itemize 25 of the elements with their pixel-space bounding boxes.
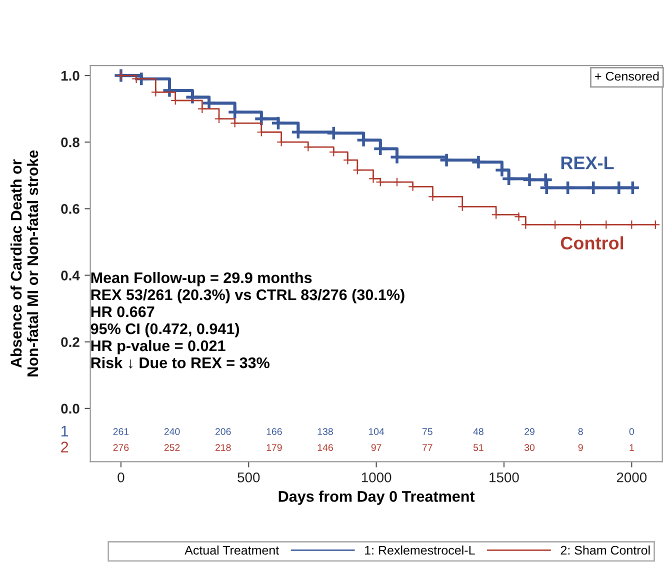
annotation: 1 (630, 444, 634, 451)
annotation: Control (560, 236, 624, 250)
y-tick-label: 0.2 (61, 337, 80, 348)
text: 1 (61, 426, 68, 436)
y-tick-label: 0.6 (61, 204, 80, 214)
y-tick-label: 0.8 (61, 137, 80, 148)
x-tick-label: 500 (238, 472, 260, 482)
y-tick-label: 1.0 (61, 70, 80, 81)
annotation: + Censored (595, 71, 659, 81)
annotation: REX-L (561, 156, 614, 170)
annotation: Mean Follow-up = 29.9 months REX 53/261 (20.3%) vs CTRL 83/276 (30.1%) HR 0.667 95% CI (0.472, 0.941) HR p-value = 0.021 Risk ↓ Due to REX = 33% (90, 272, 404, 369)
text: 2 (61, 442, 68, 452)
x-axis-title: Days from Day 0 Treatment (278, 490, 475, 505)
x-tick-label: 2000 (616, 472, 647, 482)
y-axis-title: Absence of Cardiac Death or Non-fatal MI or Non-fatal stroke (10, 150, 38, 376)
legend-title: Actual Treatment (184, 546, 280, 555)
x-tick-label: 1500 (490, 472, 519, 482)
text: 276 252 218 179 146 97 77 51 30 9 (113, 444, 583, 451)
legend-label: 1: Rexlemestrocel-L (365, 546, 475, 555)
x-tick-label: 0 (118, 472, 124, 482)
legend-label: 2: Sham Control (560, 546, 650, 555)
text: 261 240 206 166 138 104 75 48 29 8 0 (113, 428, 634, 436)
y-tick-label: 0.0 (61, 404, 80, 414)
y-tick-label: 0.4 (61, 270, 80, 280)
x-tick-label: 1000 (362, 472, 392, 482)
